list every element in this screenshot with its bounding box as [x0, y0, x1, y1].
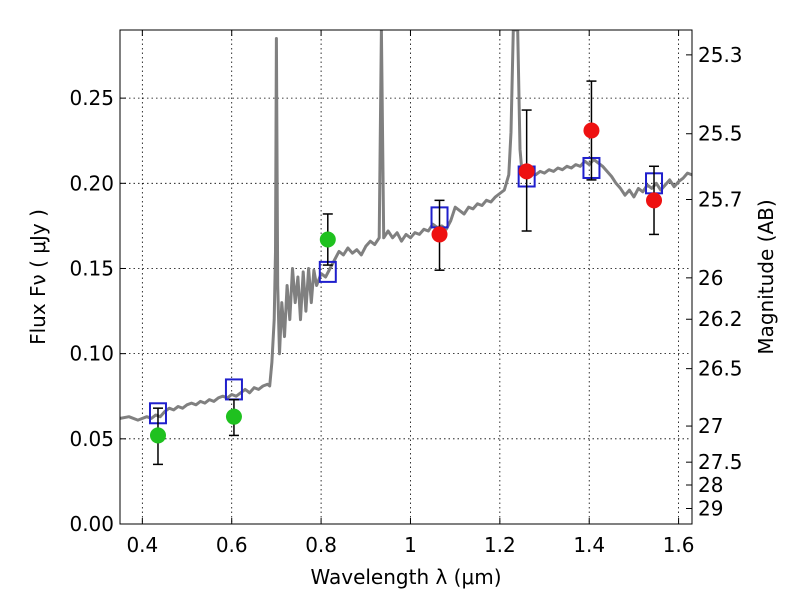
y-tick-label: 0.05 [69, 427, 114, 451]
y-tick-label: 0.20 [69, 171, 114, 195]
x-tick-label: 1.2 [484, 533, 516, 557]
observed-point [319, 231, 336, 248]
series-observed-optical- [149, 213, 336, 466]
y-tick-label: 0.00 [69, 512, 114, 536]
right-tick-label: 27.5 [698, 450, 743, 474]
right-tick-label: 29 [698, 496, 723, 520]
ticks: 0.4 0.6 0.8 1 1.2 1.4 1.6 0.00 0.05 0.10 0.15 0.20 0… [69, 30, 743, 557]
observed-point [149, 427, 166, 444]
x-tick-label: 0.4 [126, 533, 158, 557]
y-tick-label: 0.15 [69, 256, 114, 280]
plot-area [120, 30, 692, 466]
right-tick-label: 26.5 [698, 357, 743, 381]
x-tick-label: 1.4 [573, 533, 605, 557]
y-tick-label: 0.10 [69, 342, 114, 366]
right-tick-label: 25.5 [698, 122, 743, 146]
right-tick-label: 27 [698, 414, 723, 438]
observed-point [646, 192, 663, 209]
right-tick-label: 25.3 [698, 43, 743, 67]
x-tick-label: 0.8 [305, 533, 337, 557]
right-tick-label: 28 [698, 473, 723, 497]
x-tick-label: 1 [404, 533, 417, 557]
right-tick-label: 26 [698, 266, 723, 290]
right-axis-title: Magnitude (AB) [754, 199, 778, 354]
right-tick-label: 26.2 [698, 307, 743, 331]
y-axis-title: Flux Fν ( μJy ) [26, 209, 50, 345]
y-tick-label: 0.25 [69, 86, 114, 110]
series-model-spectrum [120, 30, 692, 422]
observed-point [583, 122, 600, 139]
observed-point [518, 163, 535, 180]
observed-point [431, 226, 448, 243]
x-tick-label: 0.6 [216, 533, 248, 557]
axes-frame [119, 29, 693, 525]
x-tick-label: 1.6 [663, 533, 695, 557]
observed-point [225, 408, 242, 425]
series-observed-near-ir- [431, 80, 663, 271]
spectrum-line [120, 30, 692, 422]
right-tick-label: 25.7 [698, 187, 743, 211]
x-axis-title: Wavelength λ (μm) [310, 565, 501, 589]
